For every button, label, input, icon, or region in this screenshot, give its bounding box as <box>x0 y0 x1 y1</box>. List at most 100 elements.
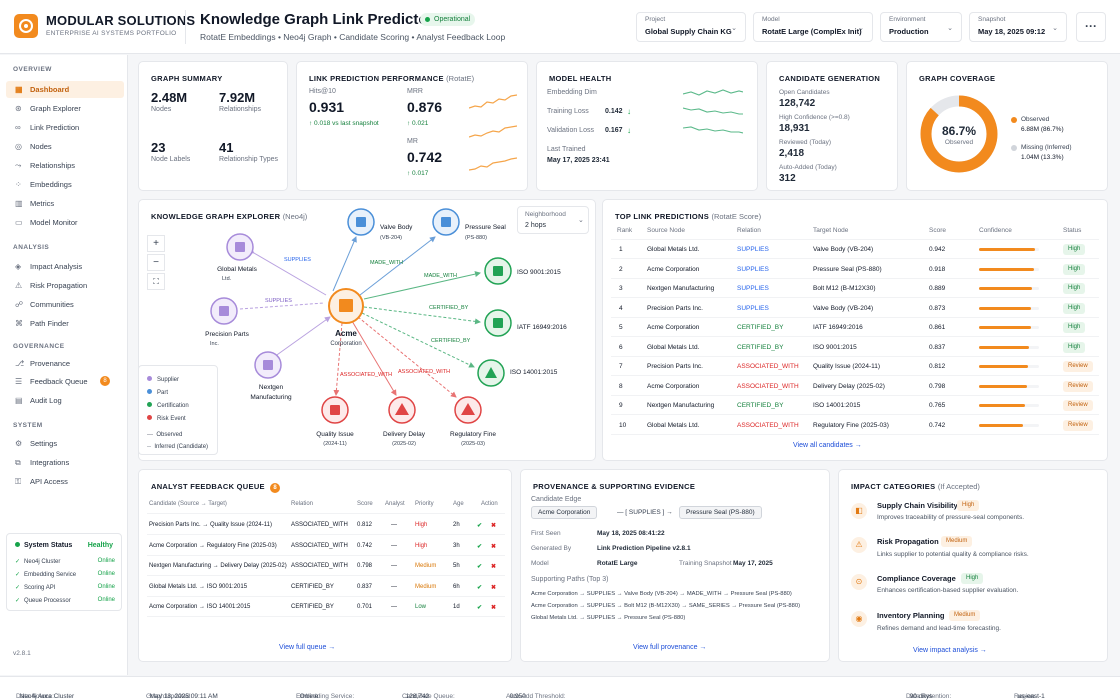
card-title: GRAPH COVERAGE <box>919 74 996 83</box>
zoom-out-button[interactable]: − <box>147 254 165 271</box>
sidebar-item-embeddings[interactable]: ⁘ Embeddings <box>6 176 124 193</box>
table-row[interactable]: 5 Acme Corporation CERTIFIED_BY IATF 16949:… <box>611 318 1099 337</box>
sidebar-item-label: Risk Propagation <box>30 281 88 290</box>
table-row: Acme Corporation → ISO 14001:2015 CERTIFI… <box>147 598 505 617</box>
sidebar-item-metrics[interactable]: ▥ Metrics <box>6 195 124 212</box>
risk-icon: ⚠ <box>15 281 23 290</box>
candidate-value: 128,742 <box>779 98 816 109</box>
card-title-note: (Neo4j) <box>282 212 308 221</box>
table-row[interactable]: 9 Nextgen Manufacturing CERTIFIED_BY ISO 14… <box>611 396 1099 415</box>
metric-value: 0.742 <box>407 149 443 165</box>
table-row[interactable]: 4 Precision Parts Inc. SUPPLIES Valve Body … <box>611 299 1099 318</box>
metric-delta: ↑ 0.021 <box>407 120 429 127</box>
age-cell: 6h <box>453 583 460 590</box>
card-title: CANDIDATE GENERATION <box>779 74 881 83</box>
sidebar-item-model-monitor[interactable]: ▭ Model Monitor <box>6 214 124 231</box>
node-label: IATF 16949:2016 <box>517 324 567 331</box>
sidebar-item-graph-explorer[interactable]: ⊛ Graph Explorer <box>6 100 124 117</box>
target-cell: Bolt M12 (B-M12X30) <box>813 285 876 292</box>
sidebar-item-provenance[interactable]: ⎇ Provenance <box>6 355 124 372</box>
sidebar-item-relationships[interactable]: ⤳ Relationships <box>6 157 124 174</box>
approve-button[interactable]: ✔ <box>477 605 483 611</box>
link-icon: ∞ <box>15 123 21 132</box>
graph-canvas[interactable]: SUPPLIES SUPPLIES MADE_WITH MADE_WITH CE… <box>138 199 596 461</box>
source-cell: Acme Corporation <box>647 324 700 331</box>
predictions-table: Rank Source Node Relation Target Node Sc… <box>611 224 1099 436</box>
sidebar-item-label: Graph Explorer <box>30 104 81 113</box>
candidate-label: Auto-Added (Today) <box>779 164 837 171</box>
table-row[interactable]: 1 Global Metals Ltd. SUPPLIES Valve Body (V… <box>611 240 1099 259</box>
status-tag: Review <box>1063 419 1093 431</box>
confidence-bar-fill <box>979 267 1035 271</box>
relation-cell: SUPPLIES <box>737 304 769 312</box>
relationships-icon: ⤳ <box>15 161 22 170</box>
status-tag: High <box>1063 263 1086 275</box>
more-menu-button[interactable]: ··· <box>1076 12 1106 42</box>
view-all-candidates-link[interactable]: View all candidates → <box>793 442 862 449</box>
sidebar-item-dashboard[interactable]: ▦ Dashboard <box>6 81 124 98</box>
edge-target-chip[interactable]: Pressure Seal (PS-880) <box>679 506 762 519</box>
rank-cell: 4 <box>619 304 623 312</box>
model-select[interactable]: Model RotatE Large (ComplEx Init) ⌄ <box>753 12 873 42</box>
approve-button[interactable]: ✔ <box>477 543 483 550</box>
neighborhood-select[interactable]: Neighborhood 2 hops ⌄ <box>517 206 589 234</box>
coverage-value: 86.7% <box>941 124 977 138</box>
top-header: MODULAR SOLUTIONS ENTERPRISE AI SYSTEMS … <box>0 0 1120 54</box>
target-cell: IATF 16949:2016 <box>813 324 863 331</box>
project-select[interactable]: Project Global Supply Chain KG ⌄ <box>636 12 746 42</box>
neighborhood-value: 2 hops <box>525 222 547 229</box>
sidebar-item-link-prediction[interactable]: ∞ Link Prediction <box>6 119 124 136</box>
table-row[interactable]: 7 Precision Parts Inc. ASSOCIATED_WITH Qual… <box>611 357 1099 376</box>
reject-button[interactable]: ✖ <box>491 523 497 529</box>
node-label: Quality Issue <box>316 431 354 438</box>
zoom-in-button[interactable]: + <box>147 235 165 252</box>
fit-view-button[interactable]: ⛶ <box>147 273 165 290</box>
snapshot-select[interactable]: Snapshot May 18, 2025 09:12 ⌄ <box>969 12 1067 42</box>
target-cell: ISO 9001:2015 <box>813 343 857 351</box>
sidebar-item-communities[interactable]: ☍ Communities <box>6 296 124 313</box>
chevron-down-icon: ⌄ <box>1052 25 1058 32</box>
sidebar-item-impact-analysis[interactable]: ◈ Impact Analysis <box>6 258 124 275</box>
sidebar-item-path-finder[interactable]: ⌘ Path Finder <box>6 315 124 332</box>
edge-source-chip[interactable]: Acme Corporation <box>531 506 598 519</box>
reject-button[interactable]: ✖ <box>491 564 497 570</box>
relation-cell: CERTIFIED_BY <box>291 604 334 610</box>
sidebar-item-label: Settings <box>30 439 58 448</box>
relation-cell: SUPPLIES <box>737 265 769 273</box>
sidebar-item-feedback-queue[interactable]: ☰ Feedback Queue 8 <box>6 373 124 390</box>
integrations-icon: ⧉ <box>15 458 21 467</box>
status-tag: Review <box>1063 361 1093 372</box>
view-full-queue-link[interactable]: View full queue → <box>279 644 336 651</box>
score-cell: 0.837 <box>929 343 946 351</box>
factory-icon <box>219 306 229 316</box>
reject-button[interactable]: ✖ <box>491 605 497 611</box>
stat-label: Nodes <box>151 106 172 113</box>
provenance-card: PROVENANCE & SUPPORTING EVIDENCE Candida… <box>520 469 830 662</box>
sidebar-item-integrations[interactable]: ⧉ Integrations <box>6 454 124 471</box>
relation-cell: SUPPLIES <box>737 246 769 253</box>
approve-button[interactable]: ✔ <box>477 523 483 529</box>
table-row[interactable]: 6 Global Metals Ltd. CERTIFIED_BY ISO 9001:… <box>611 338 1099 357</box>
table-row[interactable]: 2 Acme Corporation SUPPLIES Pressure Seal (… <box>611 260 1099 279</box>
sidebar-item-audit-log[interactable]: ▤ Audit Log <box>6 392 124 409</box>
approve-button[interactable]: ✔ <box>477 564 483 570</box>
issue-icon <box>330 405 340 415</box>
reject-button[interactable]: ✖ <box>491 543 497 550</box>
environment-select[interactable]: Environment Production ⌄ <box>880 12 962 42</box>
table-row[interactable]: 10 Global Metals Ltd. ASSOCIATED_WITH Regul… <box>611 416 1099 435</box>
sidebar-item-nodes[interactable]: ◎ Nodes <box>6 138 124 155</box>
sidebar-item-label: Relationships <box>30 161 76 170</box>
approve-button[interactable]: ✔ <box>477 584 483 591</box>
sidebar-item-api-access[interactable]: ⚿ API Access <box>6 473 124 490</box>
sidebar-item-risk-propagation[interactable]: ⚠ Risk Propagation <box>6 277 124 294</box>
status-service-state: Online <box>97 597 115 603</box>
table-row[interactable]: 8 Acme Corporation ASSOCIATED_WITH Delivery… <box>611 377 1099 396</box>
node-sublabel: Manufacturing <box>250 394 292 401</box>
table-row[interactable]: 3 Nextgen Manufacturing SUPPLIES Bolt M12 (… <box>611 279 1099 298</box>
metric-label: Hits@10 <box>309 88 336 95</box>
view-full-provenance-link[interactable]: View full provenance → <box>633 644 707 651</box>
reject-button[interactable]: ✖ <box>491 584 497 591</box>
part-icon <box>441 217 451 227</box>
view-impact-analysis-link[interactable]: View impact analysis → <box>913 647 987 654</box>
sidebar-item-settings[interactable]: ⚙ Settings <box>6 435 124 452</box>
